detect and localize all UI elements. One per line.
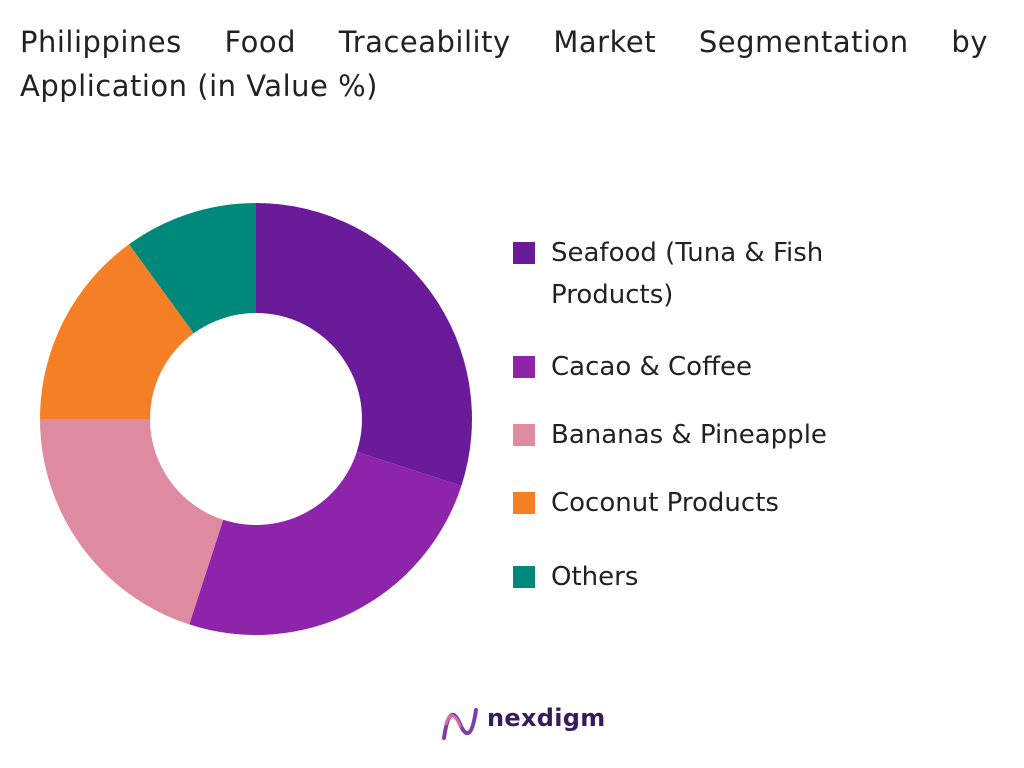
legend-item: Others	[513, 556, 893, 598]
donut-slice	[40, 419, 224, 625]
legend-label: Others	[551, 562, 639, 592]
legend-swatch	[513, 242, 535, 264]
chart-title: Philippines Food Traceability Market Seg…	[20, 25, 988, 103]
brand-logo	[442, 708, 478, 740]
legend-label: Coconut Products	[551, 488, 779, 518]
legend-swatch	[513, 424, 535, 446]
legend-label: Cacao & Coffee	[551, 352, 752, 382]
legend-label: Seafood (Tuna & Fish Products)	[551, 238, 824, 310]
legend-swatch	[513, 492, 535, 514]
legend-item: Seafood (Tuna & Fish Products)	[513, 232, 893, 316]
legend-item: Coconut Products	[513, 482, 893, 524]
brand-name: nexdigm	[487, 704, 606, 732]
donut-slice	[256, 203, 473, 486]
legend-swatch	[513, 566, 535, 588]
legend-label: Bananas & Pineapple	[551, 420, 827, 450]
donut-slice	[40, 244, 194, 419]
donut-slice	[189, 451, 462, 636]
donut-slice	[129, 203, 256, 334]
legend-swatch	[513, 356, 535, 378]
legend-item: Bananas & Pineapple	[513, 414, 893, 456]
legend-item: Cacao & Coffee	[513, 346, 893, 388]
